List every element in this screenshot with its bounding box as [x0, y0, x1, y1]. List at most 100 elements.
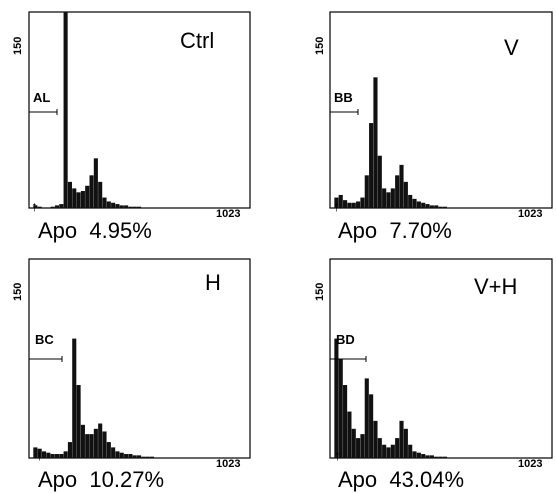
y-max-label: 150: [314, 282, 326, 301]
histogram-bar: [416, 452, 421, 458]
histogram-bar: [425, 455, 430, 458]
histogram-bar: [119, 205, 124, 208]
histogram-bar: [111, 202, 116, 208]
histogram-bar: [434, 205, 439, 208]
histogram-bar: [360, 434, 365, 458]
histogram-bar: [421, 202, 426, 208]
histogram-plot-h: [28, 258, 251, 459]
histogram-bar: [115, 204, 120, 208]
x-max-label: 1023: [216, 208, 241, 220]
histogram-bar: [438, 456, 443, 458]
histogram-bar: [106, 201, 111, 208]
plot-frame: [28, 11, 251, 209]
histogram-bar: [408, 444, 413, 458]
histogram-bar: [93, 158, 98, 208]
histogram-bar: [377, 438, 382, 458]
panel-title: Ctrl: [180, 28, 215, 53]
histogram-bar: [377, 155, 382, 208]
histogram-bar: [85, 434, 90, 458]
histogram-bar: [54, 205, 60, 208]
histogram-bar: [67, 181, 72, 208]
histogram-bar: [356, 438, 361, 458]
histogram-bar: [72, 338, 77, 458]
histogram-bar: [111, 447, 116, 458]
histogram-bar: [399, 164, 404, 208]
histogram-bar: [33, 205, 38, 208]
y-max-label: 150: [12, 282, 24, 301]
histogram-bar: [80, 424, 85, 458]
histogram-bar: [408, 194, 413, 208]
histogram-bar: [128, 454, 133, 458]
histogram-panel-v-plus-h: 150 V+H BD 1023 ↑ Apo 43.04%: [278, 246, 556, 493]
histogram-bar: [369, 394, 374, 458]
histogram-bar: [386, 447, 391, 458]
histogram-bar: [347, 411, 352, 458]
histogram-panel-v: 150 V BB 1023 ↑ Apo 7.70%: [278, 0, 556, 246]
histogram-bar: [425, 204, 430, 208]
apoptosis-arrow-icon: ↑: [333, 198, 340, 214]
histogram-bar: [382, 444, 387, 458]
histogram-bar: [395, 175, 400, 208]
histogram-bar: [141, 456, 146, 458]
histogram-bar: [149, 456, 155, 458]
histogram-bar: [59, 204, 64, 208]
histogram-panel-h: 150 H BC 1023 ↑ Apo 10.27%: [0, 246, 278, 493]
region-marker-label: BB: [334, 90, 353, 105]
histogram-bar: [403, 428, 408, 458]
apo-percent: 7.70%: [389, 218, 452, 243]
apo-percent: 10.27%: [89, 467, 165, 492]
histogram-bar: [50, 454, 55, 458]
histogram-bar: [386, 192, 391, 208]
histogram-bar: [399, 420, 404, 458]
apo-percent: 43.04%: [389, 467, 465, 492]
histogram-bar: [89, 175, 94, 208]
histogram-bar: [128, 206, 133, 208]
histogram-bar: [429, 205, 434, 208]
histogram-bar: [124, 205, 129, 208]
histogram-bar: [124, 454, 129, 458]
histogram-bar: [351, 428, 356, 458]
apo-label: Apo: [338, 218, 378, 243]
apo-label: Apo: [338, 467, 378, 492]
histogram-bar: [145, 456, 150, 458]
histogram-bar: [50, 206, 55, 208]
histogram-plot-ctrl: [28, 11, 251, 209]
histogram-bar: [416, 201, 421, 208]
histogram-bar: [33, 447, 38, 458]
histogram-bar: [76, 385, 81, 458]
histogram-bar: [356, 201, 361, 208]
histogram-bar: [132, 206, 137, 208]
histogram-bar: [67, 442, 72, 458]
histogram-panel-ctrl: 150 Ctrl AL 1023 ↑ Apo 4.95%: [0, 0, 278, 246]
x-max-label: 1023: [518, 208, 543, 220]
histogram-bar: [93, 428, 98, 458]
histogram-bar: [41, 451, 47, 458]
histogram-bar: [72, 188, 77, 208]
histogram-bar: [343, 385, 348, 458]
histogram-bar: [98, 181, 103, 208]
histogram-bar: [390, 444, 395, 458]
histogram-bar: [46, 452, 51, 458]
histogram-bar: [382, 188, 387, 208]
histogram-bar: [338, 358, 343, 458]
apoptosis-readout: Apo 10.27%: [38, 467, 164, 493]
histogram-bar: [98, 423, 103, 458]
histogram-plot-v-plus-h: [329, 258, 553, 459]
histogram-bar: [85, 185, 90, 208]
histogram-bar: [369, 123, 374, 208]
x-max-label: 1023: [216, 458, 241, 470]
histogram-bar: [442, 206, 447, 208]
region-marker-label: AL: [33, 90, 51, 105]
apo-label: Apo: [38, 467, 78, 492]
histogram-bar: [37, 206, 42, 208]
apoptosis-readout: Apo 7.70%: [338, 218, 452, 244]
histogram-bar: [360, 197, 365, 208]
histogram-bar: [115, 451, 120, 458]
apoptosis-arrow-icon: ↑: [334, 447, 341, 463]
histogram-bar: [347, 202, 352, 208]
histogram-bar: [80, 191, 85, 208]
histogram-bar: [390, 188, 395, 208]
apo-percent: 4.95%: [89, 218, 152, 243]
panel-title: H: [205, 270, 221, 295]
histogram-bar: [106, 442, 111, 458]
